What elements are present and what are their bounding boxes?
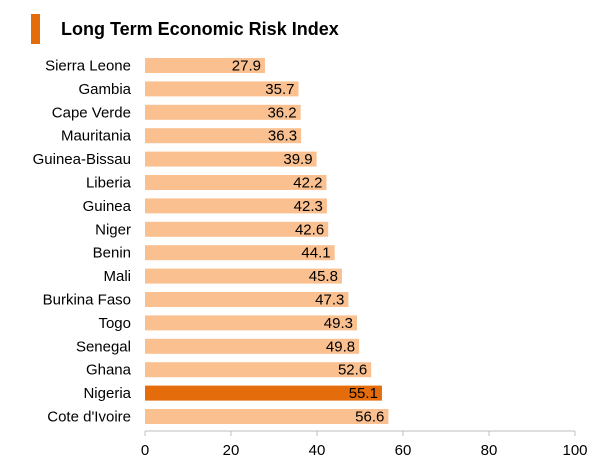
category-label: Mauritania: [61, 128, 132, 145]
bar-niger: [145, 221, 329, 237]
data-label: 42.3: [294, 198, 323, 215]
data-label: 56.6: [355, 409, 384, 426]
x-tick-label: 80: [481, 442, 498, 459]
category-label: Cape Verde: [52, 104, 131, 121]
bar-guinea: [145, 198, 327, 214]
category-label: Burkina Faso: [43, 292, 131, 309]
category-label: Guinea: [83, 198, 132, 215]
bar-guinea-bissau: [145, 151, 317, 167]
category-label: Liberia: [86, 175, 132, 192]
category-label: Togo: [98, 315, 131, 332]
x-tick-label: 40: [309, 442, 326, 459]
bar-ghana: [145, 362, 372, 378]
data-label: 49.8: [326, 338, 355, 355]
category-label: Mali: [103, 268, 131, 285]
bar-burkina-faso: [145, 292, 349, 307]
bar-liberia: [145, 175, 327, 190]
data-label: 39.9: [283, 151, 312, 168]
bar-cote-d-ivoire: [145, 409, 389, 424]
title-accent-bar: [31, 14, 40, 44]
bar-mali: [145, 268, 342, 284]
bar-togo: [145, 315, 357, 331]
data-label: 55.1: [349, 385, 378, 402]
bar-gambia: [145, 81, 299, 97]
category-label: Senegal: [76, 338, 131, 355]
category-label: Gambia: [78, 81, 131, 98]
bar-nigeria: [145, 385, 382, 401]
bar-senegal: [145, 338, 360, 354]
x-tick-label: 0: [141, 442, 149, 459]
bar-mauritania: [145, 128, 302, 144]
x-tick-label: 20: [223, 442, 240, 459]
category-label: Cote d'Ivoire: [47, 409, 131, 426]
data-label: 42.6: [295, 221, 324, 238]
data-label: 49.3: [324, 315, 353, 332]
data-label: 35.7: [265, 81, 294, 98]
data-label: 52.6: [338, 362, 367, 379]
data-label: 45.8: [309, 268, 338, 285]
category-label: Benin: [93, 245, 131, 262]
data-label: 36.2: [267, 104, 296, 121]
data-label: 47.3: [315, 292, 344, 309]
x-tick-label: 100: [562, 442, 587, 459]
category-label: Guinea-Bissau: [33, 151, 131, 168]
data-label: 36.3: [268, 128, 297, 145]
category-label: Sierra Leone: [45, 58, 131, 75]
category-label: Ghana: [86, 362, 132, 379]
data-label: 44.1: [301, 245, 330, 262]
data-label: 42.2: [293, 175, 322, 192]
data-label: 27.9: [232, 58, 261, 75]
x-tick-label: 60: [395, 442, 412, 459]
category-label: Nigeria: [83, 385, 131, 402]
category-label: Niger: [95, 221, 131, 238]
bar-cape-verde: [145, 104, 301, 120]
chart-title: Long Term Economic Risk Index: [61, 19, 339, 39]
bar-sierra-leone: [145, 58, 265, 73]
bar-benin: [145, 245, 335, 261]
